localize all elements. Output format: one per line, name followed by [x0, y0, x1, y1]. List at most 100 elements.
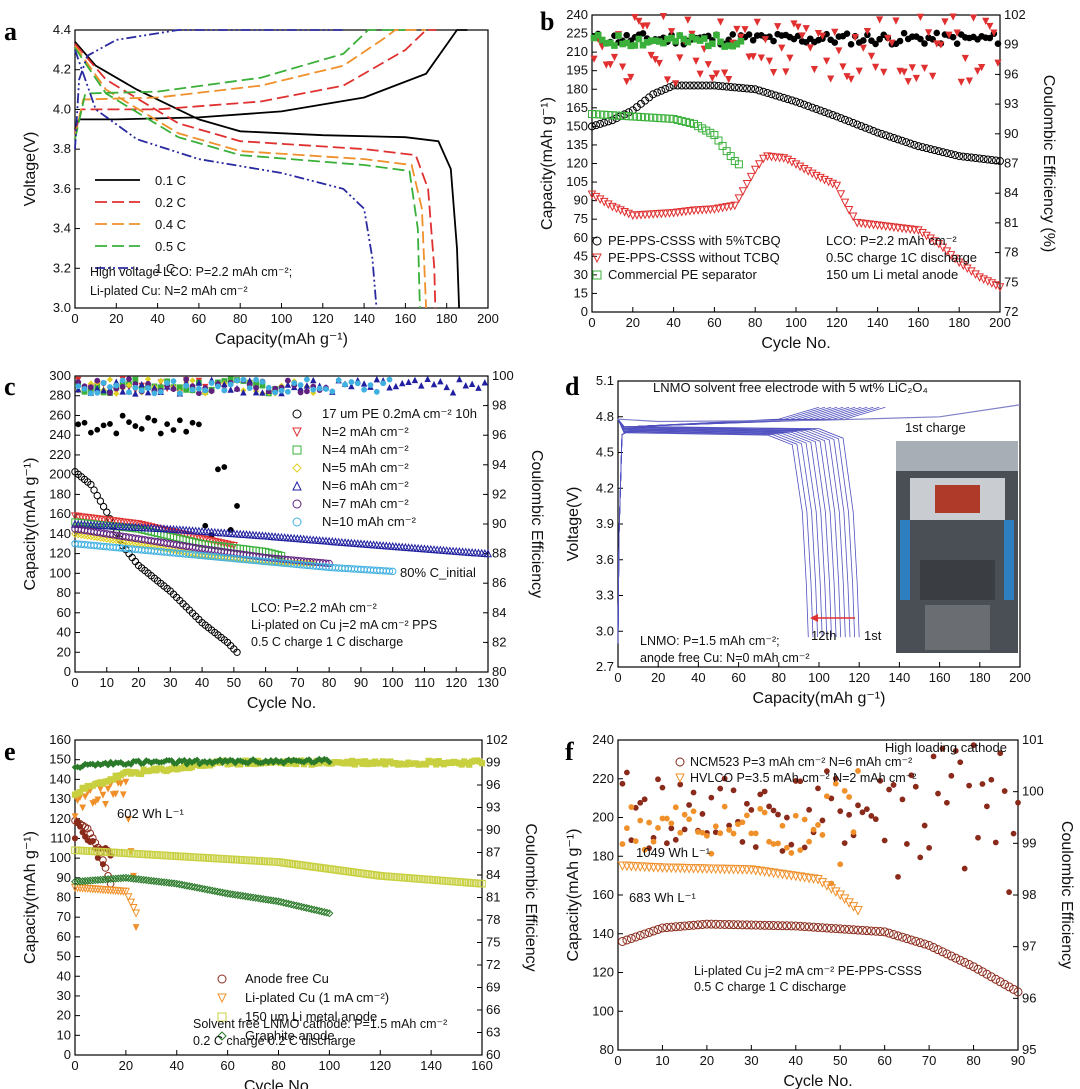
- curve-charge: [74, 29, 468, 130]
- data-point: [1013, 987, 1023, 997]
- data-point: [231, 890, 240, 899]
- data-point: [256, 857, 265, 865]
- data-point: [226, 889, 235, 898]
- data-point: [926, 145, 935, 154]
- data-point: [715, 919, 725, 929]
- data-point: [200, 853, 209, 862]
- data-point: [183, 376, 190, 383]
- data-point: [831, 28, 839, 36]
- data-point: [600, 118, 609, 127]
- data-point: [698, 81, 707, 90]
- x-tick-label: 180: [436, 311, 458, 326]
- data-point: [751, 85, 760, 94]
- data-point: [167, 852, 176, 860]
- data-point: [796, 99, 805, 108]
- data-point: [967, 267, 976, 277]
- data-point: [792, 812, 799, 819]
- data-point: [170, 427, 177, 433]
- data-point: [748, 807, 755, 813]
- discharge-curve: [617, 418, 851, 638]
- data-point: [292, 480, 302, 491]
- data-point: [401, 874, 410, 882]
- data-point: [124, 893, 133, 902]
- data-point: [394, 873, 402, 882]
- data-point: [432, 876, 441, 884]
- data-point: [157, 877, 166, 886]
- panel-annotation: 602 Wh L⁻¹: [117, 806, 185, 821]
- data-point: [284, 381, 292, 388]
- data-point: [445, 877, 453, 885]
- data-point: [817, 878, 828, 888]
- data-point: [144, 375, 152, 383]
- panel-note: LCO: P=2.2 mAh cm⁻²: [826, 233, 957, 248]
- data-point: [443, 383, 450, 391]
- data-point: [791, 921, 801, 931]
- data-point: [667, 28, 676, 36]
- data-point: [151, 417, 158, 424]
- x-tick-label: 140: [353, 311, 375, 326]
- data-point: [612, 111, 621, 120]
- data-point: [217, 1012, 227, 1022]
- data-point: [828, 110, 837, 119]
- data-point: [708, 850, 715, 857]
- data-point: [119, 388, 126, 395]
- data-point: [844, 206, 854, 215]
- data-point: [970, 742, 977, 749]
- data-point: [303, 382, 311, 389]
- y-tick-label: 200: [592, 810, 614, 825]
- discharge-curve: [617, 418, 814, 638]
- data-point: [897, 932, 907, 942]
- y-tick-label: 20: [57, 644, 71, 659]
- data-point: [437, 876, 446, 885]
- data-point: [604, 117, 613, 126]
- data-point: [765, 57, 774, 65]
- data-point: [203, 854, 212, 862]
- data-point: [766, 803, 773, 810]
- photo-inset: [896, 441, 1018, 653]
- data-point: [660, 39, 667, 47]
- x-tick-label: 120: [445, 675, 467, 690]
- y-tick-label: 105: [566, 174, 588, 189]
- panel-note: Solvent free LNMO cathode: P=1.5 mAh cm⁻…: [193, 1017, 447, 1031]
- data-point: [131, 909, 141, 918]
- data-point: [604, 200, 613, 209]
- legend-label: 0.1 C: [155, 173, 186, 188]
- data-point: [977, 967, 987, 977]
- data-point: [611, 42, 618, 49]
- data-point: [808, 103, 817, 112]
- y-tick-label: 280: [49, 388, 71, 403]
- data-point: [692, 57, 700, 65]
- data-point: [663, 76, 672, 84]
- data-point: [113, 430, 120, 437]
- data-point: [651, 56, 659, 64]
- y-tick-label: 45: [574, 248, 588, 263]
- data-point: [620, 111, 629, 120]
- data-point: [775, 92, 784, 101]
- data-point: [228, 890, 237, 899]
- data-point: [267, 857, 275, 866]
- data-point: [671, 922, 681, 932]
- data-point: [99, 502, 108, 511]
- data-point: [672, 836, 679, 843]
- y2-tick-label: 84: [486, 867, 500, 882]
- data-point: [939, 745, 946, 752]
- data-point: [771, 91, 780, 100]
- data-point: [87, 390, 94, 397]
- data-point: [730, 201, 740, 211]
- data-point: [840, 198, 850, 208]
- data-point: [677, 208, 687, 217]
- data-point: [761, 809, 768, 816]
- data-point: [945, 31, 953, 39]
- data-point: [657, 209, 666, 219]
- data-point: [213, 854, 222, 863]
- data-point: [722, 82, 731, 91]
- data-point: [251, 893, 260, 902]
- data-point: [804, 922, 814, 932]
- data-point: [195, 379, 203, 386]
- data-point: [881, 837, 888, 844]
- y2-tick-label: 100: [492, 368, 514, 383]
- data-point: [994, 40, 1002, 48]
- data-point: [709, 40, 716, 48]
- data-point: [481, 379, 489, 386]
- data-point: [653, 924, 663, 934]
